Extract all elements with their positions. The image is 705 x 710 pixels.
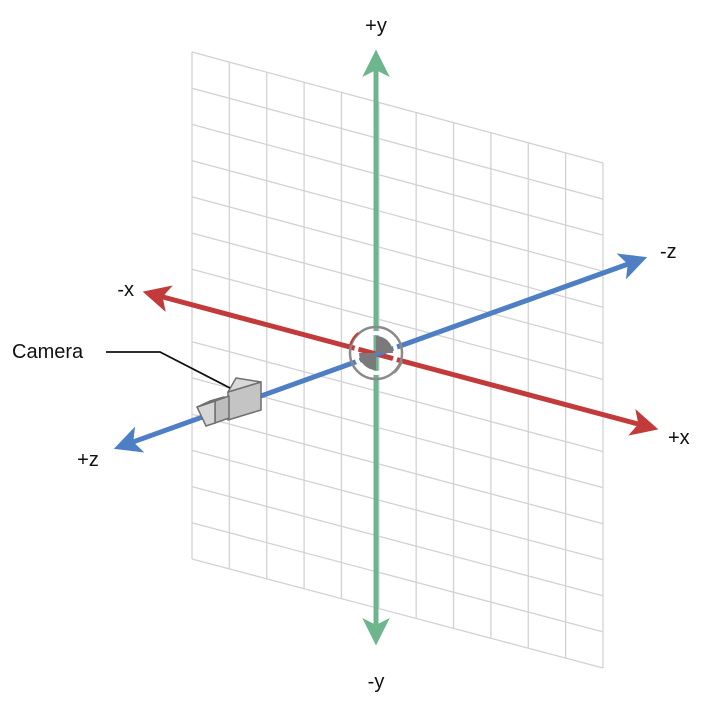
z-positive-label: +z [77, 449, 99, 471]
grid-line-horizontal [192, 233, 603, 343]
x-positive-label: +x [668, 427, 690, 449]
origin-rotation-indicator [350, 327, 402, 379]
y-negative-label: -y [368, 671, 385, 693]
grid-line-horizontal [192, 523, 603, 632]
camera-label: Camera [12, 341, 84, 363]
z-negative-label: -z [660, 241, 677, 263]
grid-line-horizontal [192, 52, 603, 163]
y-positive-label: +y [365, 15, 387, 37]
grid-line-horizontal [192, 487, 603, 596]
grid-line-horizontal [192, 450, 603, 559]
grid-line-horizontal [192, 269, 603, 379]
grid-line-horizontal [192, 124, 603, 235]
x-negative-label: -x [117, 279, 134, 301]
grid-line-horizontal [192, 88, 603, 199]
grid-line-horizontal [192, 414, 603, 524]
grid-line-horizontal [192, 559, 603, 668]
grid-line-horizontal [192, 161, 603, 272]
grid-line-horizontal [192, 197, 603, 307]
